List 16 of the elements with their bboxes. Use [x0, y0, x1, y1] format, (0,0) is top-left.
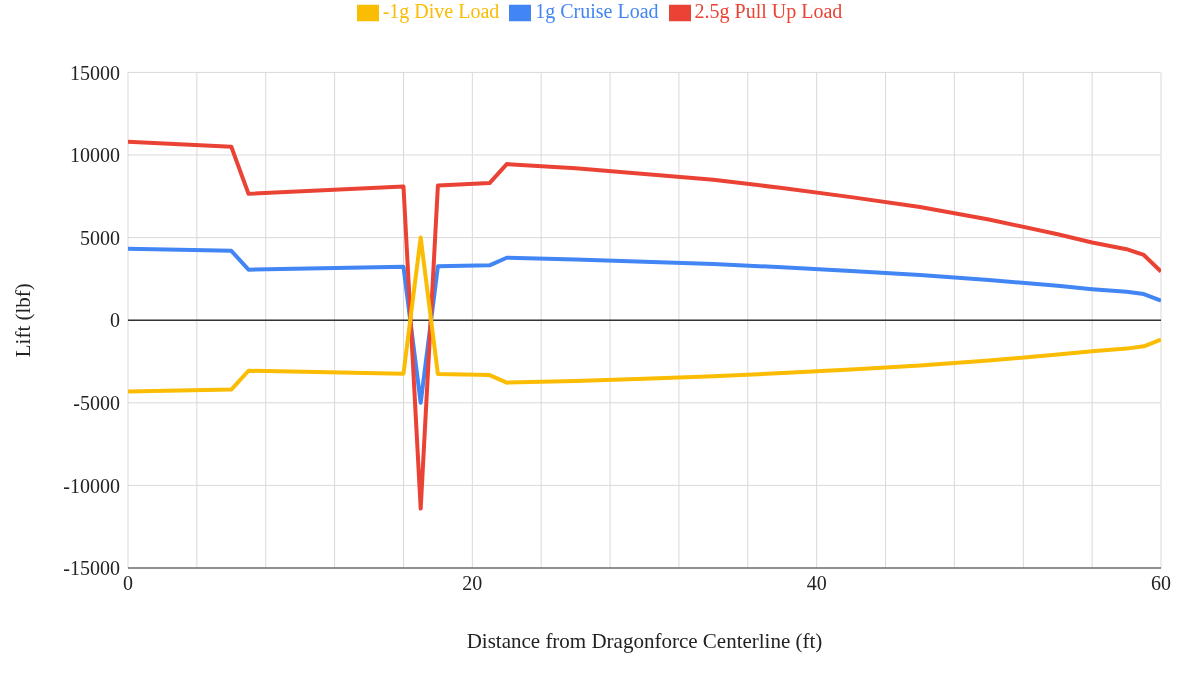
y-tick-label: -5000 — [73, 391, 120, 414]
x-tick-label: 40 — [806, 572, 827, 595]
y-tick-label: 5000 — [80, 226, 120, 249]
y-tick-label: -15000 — [63, 557, 120, 580]
y-axis-title: Lift (lbf) — [11, 283, 36, 358]
y-tick-label: 0 — [110, 309, 120, 332]
legend-label: 1g Cruise Load — [535, 0, 659, 22]
legend-label: 2.5g Pull Up Load — [694, 0, 843, 22]
x-tick-label: 60 — [1151, 572, 1171, 595]
y-tick-label: -10000 — [63, 474, 120, 497]
line-series — [128, 139, 1161, 511]
legend-label: -1g Dive Load — [382, 0, 500, 22]
y-tick-label: 15000 — [70, 61, 120, 84]
y-tick-label: 10000 — [70, 144, 120, 167]
x-tick-label: 20 — [462, 572, 483, 595]
x-axis-title: Distance from Dragonforce Centerline (ft) — [466, 629, 823, 653]
